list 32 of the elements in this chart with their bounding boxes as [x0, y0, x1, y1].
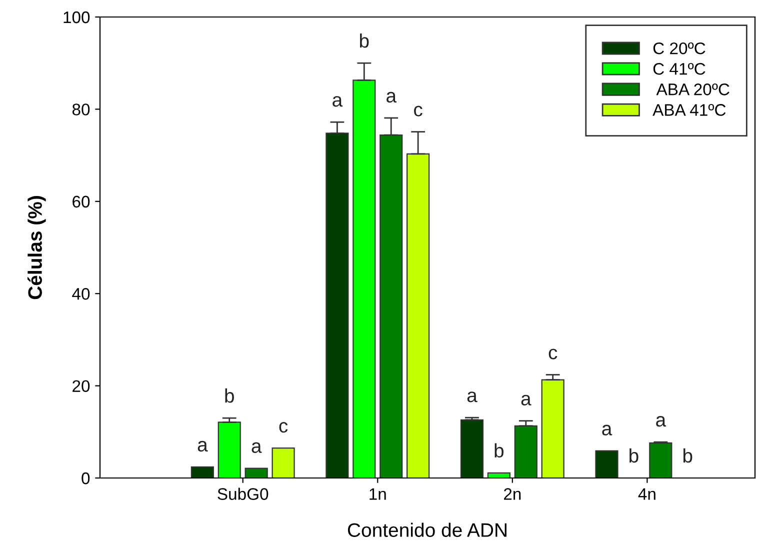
- y-tick-label: 20: [72, 380, 90, 392]
- text: b: [683, 448, 692, 463]
- data-label: a: [467, 392, 478, 402]
- text: b: [630, 448, 638, 463]
- x-tick-label: 4n: [638, 488, 656, 500]
- y-tick-label: 80: [72, 104, 90, 116]
- data-label: a: [332, 96, 343, 107]
- y-tick-label: 0: [82, 472, 90, 484]
- data-label: b: [360, 33, 369, 48]
- data-label: c: [414, 106, 422, 116]
- legend-label: C 20ºC: [653, 42, 706, 54]
- data-label: a: [252, 442, 262, 453]
- legend-label: ABA 20ºC: [656, 83, 730, 96]
- data-label: a: [521, 394, 532, 406]
- legend-label: ABA 41ºC: [652, 104, 726, 116]
- data-label: a: [386, 92, 397, 103]
- y-tick-label: 100: [64, 11, 90, 24]
- data-label: c: [279, 422, 288, 433]
- data-label: c: [548, 348, 558, 360]
- x-tick-label: 2n: [504, 488, 521, 500]
- x-axis-title: Contenido de ADN: [348, 522, 506, 537]
- data-label: b: [225, 388, 234, 403]
- data-label: b: [494, 443, 504, 458]
- y-tick-label: 60: [72, 196, 90, 208]
- data-label: a: [198, 440, 208, 452]
- data-label: a: [656, 416, 666, 427]
- legend-label: C 41ºC: [653, 62, 706, 75]
- x-tick-label: 1n: [370, 488, 386, 500]
- y-tick-label: 40: [72, 288, 90, 300]
- x-tick-label: SubG0: [218, 488, 268, 500]
- y-axis-title: Células (%): [28, 196, 46, 300]
- data-label: a: [602, 424, 612, 436]
